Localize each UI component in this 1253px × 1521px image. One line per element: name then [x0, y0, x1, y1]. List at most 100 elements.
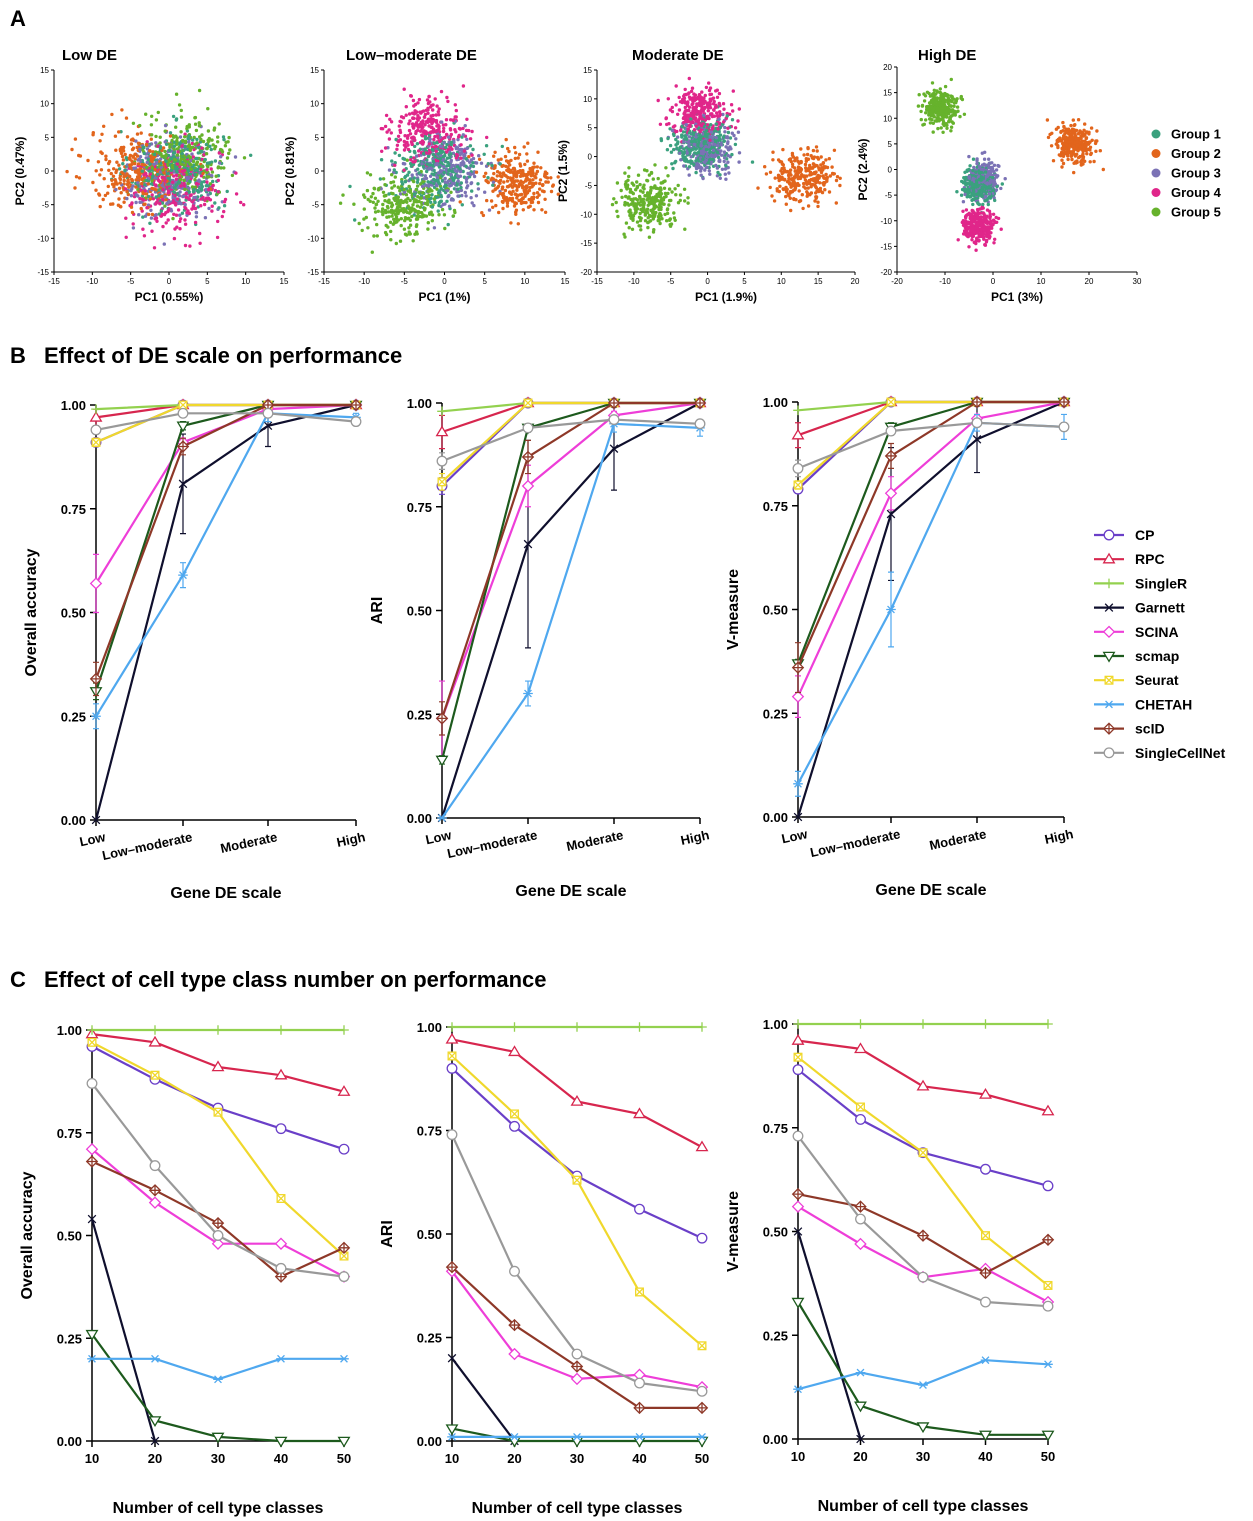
scatter-point — [195, 188, 200, 193]
scatter-point — [702, 113, 706, 118]
scatter-point — [138, 196, 142, 201]
section-title-b: Effect of DE scale on performance — [44, 343, 402, 368]
scatter-point — [211, 183, 215, 188]
scatter-point — [470, 189, 474, 193]
x-tick-label: 20 — [851, 277, 860, 286]
scatter-point — [440, 120, 444, 124]
scatter-point — [465, 117, 469, 122]
scatter-point — [711, 148, 716, 152]
scatter-point — [383, 210, 387, 214]
scatter-point — [705, 114, 709, 119]
pca-plot-moderate-de: Moderate DE-15 -10 -5 0 5 10 15 20-20-15-10-505… — [556, 47, 860, 304]
scatter-point — [701, 157, 705, 161]
scatter-point — [642, 203, 646, 207]
scatter-point — [683, 199, 687, 203]
scatter-point — [418, 129, 423, 133]
scatter-point — [206, 165, 210, 169]
scatter-point — [704, 144, 708, 149]
scatter-point — [114, 148, 118, 152]
scatter-point — [220, 150, 225, 154]
scatter-point — [692, 92, 696, 96]
scatter-point — [750, 160, 755, 164]
scatter-point — [803, 186, 808, 190]
scatter-point — [158, 170, 163, 174]
scatter-point — [129, 205, 134, 209]
scatter-point — [687, 76, 691, 81]
scatter-point — [626, 178, 630, 182]
scatter-point — [380, 210, 384, 214]
scatter-point — [504, 159, 509, 163]
scatter-point — [651, 207, 655, 211]
scatter-point — [612, 197, 616, 201]
scatter-point — [377, 186, 381, 191]
scatter-point — [120, 108, 124, 112]
scatter-point — [152, 246, 157, 250]
scatter-point — [409, 94, 413, 98]
scatter-point — [211, 179, 215, 184]
scatter-point — [242, 203, 246, 207]
scatter-point — [704, 147, 709, 152]
scatter-point — [416, 128, 420, 133]
scatter-point — [172, 190, 176, 194]
scatter-point — [651, 199, 655, 204]
scatter-point — [373, 217, 377, 221]
scatter-point — [442, 185, 447, 189]
x-tick-label: 0 — [705, 277, 710, 286]
scatter-point — [491, 205, 495, 209]
scatter-point — [453, 210, 457, 215]
scatter-point — [98, 139, 102, 143]
scatter-point — [683, 105, 687, 110]
scatter-point — [430, 219, 434, 223]
scatter-point — [627, 174, 631, 179]
scatter-point — [683, 137, 687, 141]
scatter-point — [420, 126, 424, 130]
y-tick-label: -10 — [37, 234, 49, 243]
scatter-point — [152, 155, 156, 159]
scatter-point — [139, 131, 143, 135]
scatter-point — [409, 164, 414, 168]
scatter-point — [647, 173, 652, 177]
scatter-point — [115, 160, 119, 164]
scatter-point — [150, 166, 155, 170]
scatter-point — [155, 219, 159, 223]
y-tick-label: -10 — [580, 210, 592, 219]
scatter-point — [459, 161, 463, 166]
scatter-point — [816, 204, 820, 209]
scatter-point — [610, 202, 615, 207]
scatter-point — [437, 113, 441, 117]
scatter-point — [682, 96, 687, 101]
scatter-point — [135, 145, 139, 150]
scatter-point — [151, 197, 156, 201]
scatter-point — [512, 204, 517, 208]
scatter-point — [423, 174, 427, 178]
scatter-point — [505, 179, 510, 183]
scatter-point — [163, 178, 167, 182]
scatter-point — [234, 171, 238, 175]
scatter-point — [408, 177, 412, 181]
scatter-point — [445, 95, 449, 100]
scatter-point — [463, 190, 467, 195]
scatter-point — [174, 183, 178, 187]
scatter-point — [403, 180, 408, 184]
scatter-point — [149, 154, 153, 158]
scatter-point — [709, 130, 714, 134]
scatter-point — [982, 157, 987, 161]
scatter-point — [148, 221, 152, 225]
scatter-point — [128, 163, 132, 167]
scatter-point — [197, 88, 202, 93]
scatter-point — [158, 201, 162, 205]
scatter-point — [451, 214, 456, 218]
scatter-point — [421, 140, 426, 144]
scatter-point — [491, 183, 495, 187]
scatter-point — [949, 129, 953, 133]
scatter-point — [1088, 160, 1092, 164]
scatter-point — [808, 170, 813, 174]
scatter-point — [511, 189, 515, 193]
scatter-point — [768, 170, 773, 174]
scatter-point — [723, 125, 727, 130]
scatter-point — [620, 195, 624, 199]
scatter-point — [449, 172, 453, 177]
x-tick-label: -10 — [628, 277, 640, 286]
scatter-point — [415, 142, 420, 146]
